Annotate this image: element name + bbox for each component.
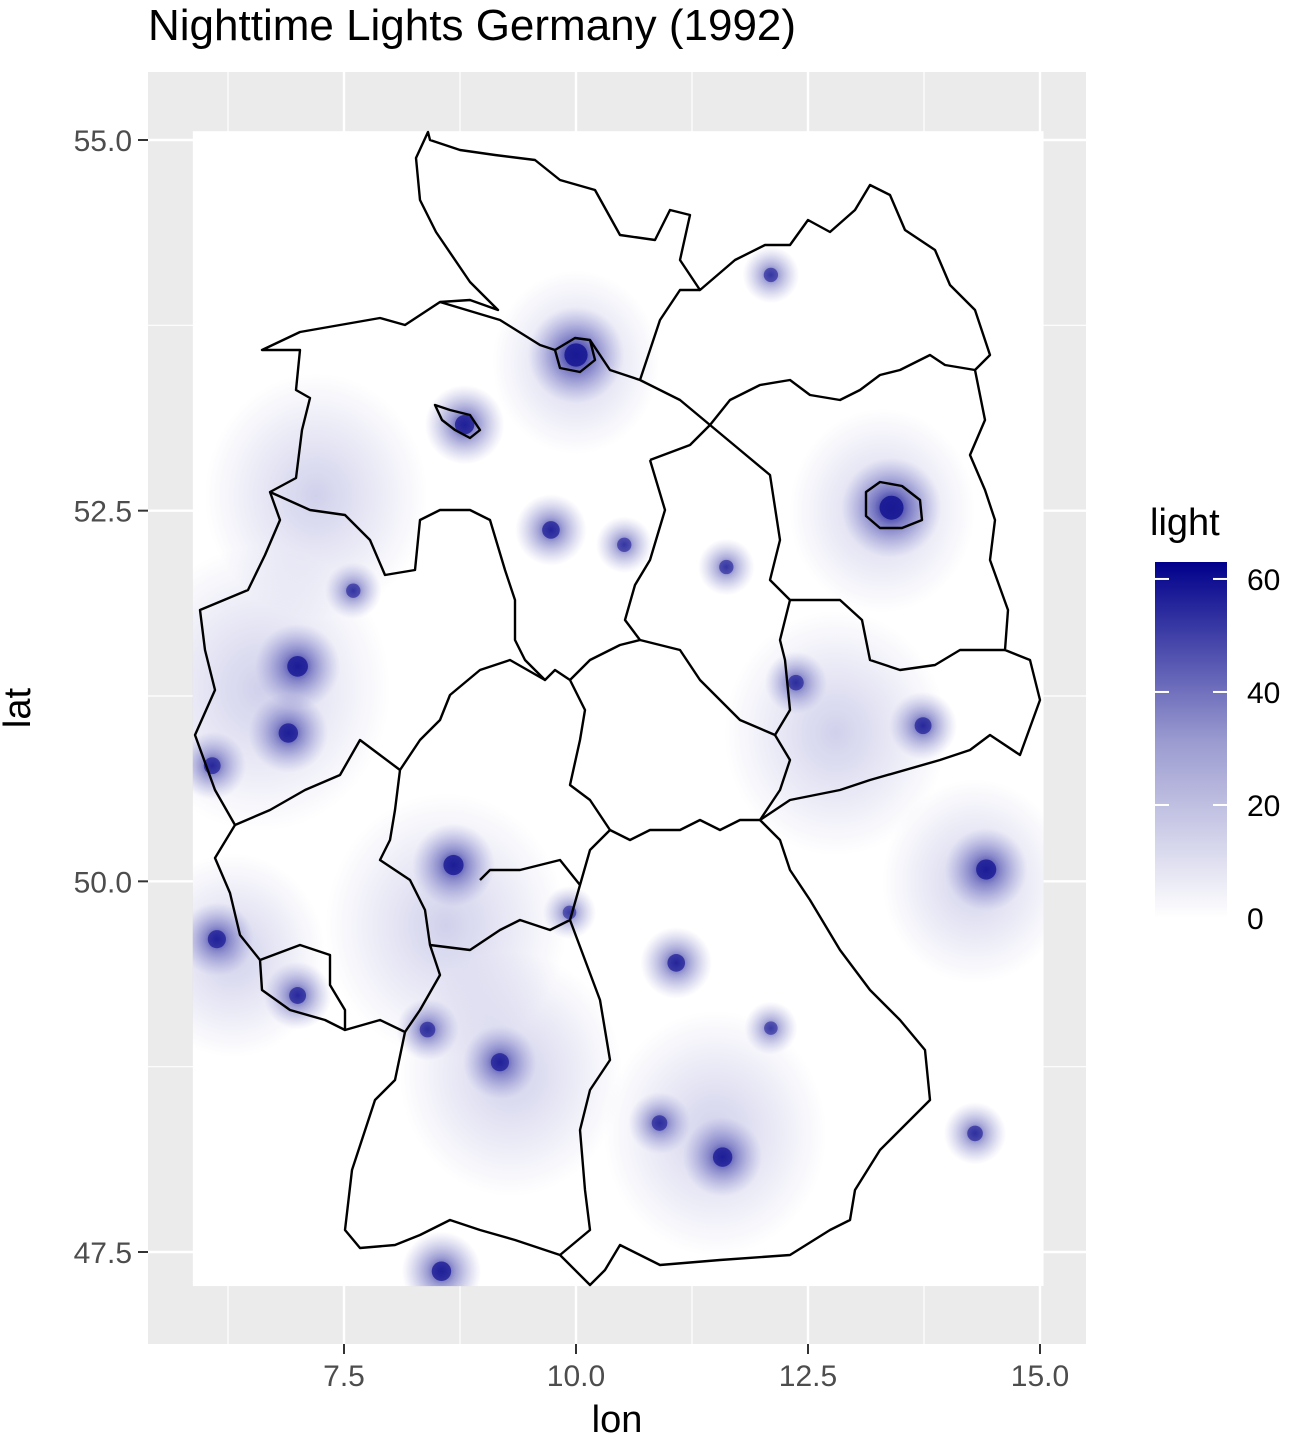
legend-colorbar [1155,562,1227,918]
bremen-border [433,403,482,440]
light-spot-core [287,655,308,677]
bright-spots [192,246,1028,1287]
light-spot [401,1231,482,1287]
legend-ticks: 0 20 40 60 [1155,564,1280,936]
light-haze-patch [204,373,428,619]
light-spot-core [443,854,464,876]
legend-tick-label: 60 [1247,564,1280,597]
legend: light 0 20 40 60 [1150,502,1280,936]
west-internal-border [269,424,792,737]
x-tick-label: 12.5 [779,1360,837,1393]
y-axis: 47.5 50.0 52.5 55.0 [74,125,148,1270]
legend-tick-label: 0 [1247,903,1264,936]
x-tick-label: 10.0 [547,1360,605,1393]
north-internal-border [439,288,1005,672]
light-spot-core [346,583,361,598]
light-spot-core [764,1021,778,1035]
legend-tick-label: 20 [1247,790,1280,823]
light-spot-core [667,954,686,972]
light-spot-core [651,1115,668,1131]
light-spot-core [207,930,226,949]
light-spot-core [879,495,904,520]
light-spot-core [490,1053,509,1072]
light-spot-core [976,859,997,880]
light-spot-core [542,521,560,539]
light-spot-core [419,1021,436,1038]
light-raster [192,131,1044,1287]
legend-tick-label: 40 [1247,677,1280,710]
y-tick-label: 47.5 [74,1237,132,1270]
x-axis-title: lon [592,1399,643,1441]
light-spot-core [431,1261,452,1281]
light-spot-core [289,987,307,1004]
light-spot-core [914,717,932,735]
light-spot-core [763,267,779,283]
y-tick-label: 55.0 [74,125,132,158]
middle-internal-border [234,638,792,952]
south-internal-border [259,919,612,1256]
x-axis: 7.5 10.0 12.5 15.0 [323,1344,1069,1393]
light-spot-core [967,1125,983,1142]
legend-title: light [1150,502,1220,544]
light-spot-core [788,674,804,691]
hamburg-border [553,336,597,374]
y-tick-label: 50.0 [74,866,132,899]
light-spot-core [454,414,475,435]
light-spot-core [278,723,299,743]
x-tick-label: 15.0 [1011,1360,1069,1393]
light-spot-core [564,343,588,367]
x-tick-label: 7.5 [323,1360,365,1393]
light-spot-core [719,559,734,575]
light-spot-core [712,1147,733,1167]
germany-outline [193,130,1042,1287]
state-borders [193,130,1042,1287]
y-tick-label: 52.5 [74,496,132,529]
light-spot-core [617,537,632,552]
y-axis-title: lat [0,687,39,728]
chart-title: Nighttime Lights Germany (1992) [148,1,796,50]
berlin-border [864,480,924,530]
